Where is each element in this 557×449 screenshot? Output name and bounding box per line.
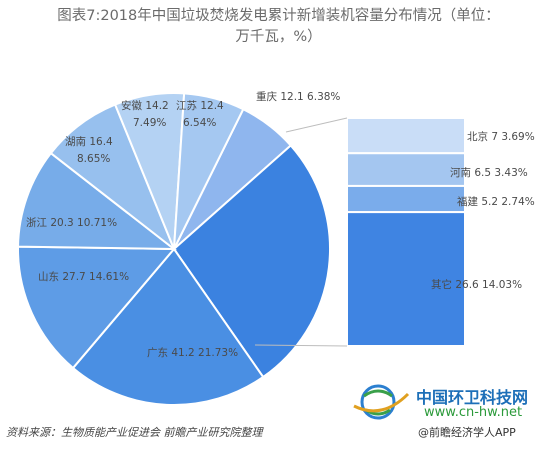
bar-segment-4 bbox=[346, 211, 466, 347]
label-hunan-pct: 8.65% bbox=[77, 153, 110, 165]
pie-slices bbox=[17, 92, 331, 406]
bar-labels: 北京 7 3.69% 河南 6.5 3.43% 福建 5.2 2.74% 其它 … bbox=[431, 130, 535, 291]
connector-lines bbox=[254, 117, 348, 347]
pie-slice-2 bbox=[172, 144, 331, 379]
pie-slice-8 bbox=[173, 92, 245, 250]
slice-labels: 重庆 12.1 6.38% 广东 41.2 21.73% 山东 27.7 14.… bbox=[26, 90, 340, 359]
label-guangdong: 广东 41.2 21.73% bbox=[147, 346, 238, 359]
label-zhejiang: 浙江 20.3 10.71% bbox=[26, 217, 117, 229]
connector-line-bottom bbox=[254, 344, 348, 347]
chart-title-line2: 万千瓦，%） bbox=[235, 29, 322, 45]
label-hunan-value: 湖南 16.4 bbox=[65, 135, 113, 148]
bar-segment-3 bbox=[346, 184, 466, 214]
label-chongqing: 重庆 12.1 6.38% bbox=[256, 90, 340, 103]
label-beijing: 北京 7 3.69% bbox=[467, 130, 535, 143]
label-shandong: 山东 27.7 14.61% bbox=[38, 270, 129, 283]
pie-slice-3 bbox=[71, 247, 265, 406]
globe-logo-icon bbox=[353, 384, 410, 420]
breakdown-bar bbox=[346, 117, 466, 347]
watermark-site-url: www.cn-hw.net bbox=[424, 405, 523, 420]
bar-segment-1 bbox=[346, 117, 466, 155]
label-jiangsu-value: 江苏 12.4 bbox=[176, 99, 224, 112]
connector-line-top bbox=[285, 117, 348, 133]
chart-title-line1: 图表7:2018年中国垃圾焚烧发电累计新增装机容量分布情况（单位： bbox=[57, 8, 500, 24]
source-note: 资料来源：生物质能产业促进会 前瞻产业研究院整理 bbox=[6, 426, 263, 439]
label-fujian: 福建 5.2 2.74% bbox=[457, 195, 535, 208]
pie-slice-4 bbox=[17, 245, 177, 370]
label-anhui-pct: 7.49% bbox=[133, 117, 166, 129]
label-anhui-value: 安徽 14.2 bbox=[121, 99, 169, 112]
watermark-app-name: @前瞻经济学人APP bbox=[418, 426, 516, 439]
label-henan: 河南 6.5 3.43% bbox=[450, 166, 528, 179]
bar-segment-2 bbox=[346, 152, 466, 187]
chart-title: 图表7:2018年中国垃圾焚烧发电累计新增装机容量分布情况（单位： 万千瓦，%） bbox=[6, 6, 551, 48]
watermark-site-name: 中国环卫科技网 bbox=[416, 388, 529, 407]
label-jiangsu-pct: 6.54% bbox=[183, 117, 216, 129]
pie-slice-5 bbox=[17, 151, 177, 251]
label-qita: 其它 26.6 14.03% bbox=[431, 278, 522, 291]
